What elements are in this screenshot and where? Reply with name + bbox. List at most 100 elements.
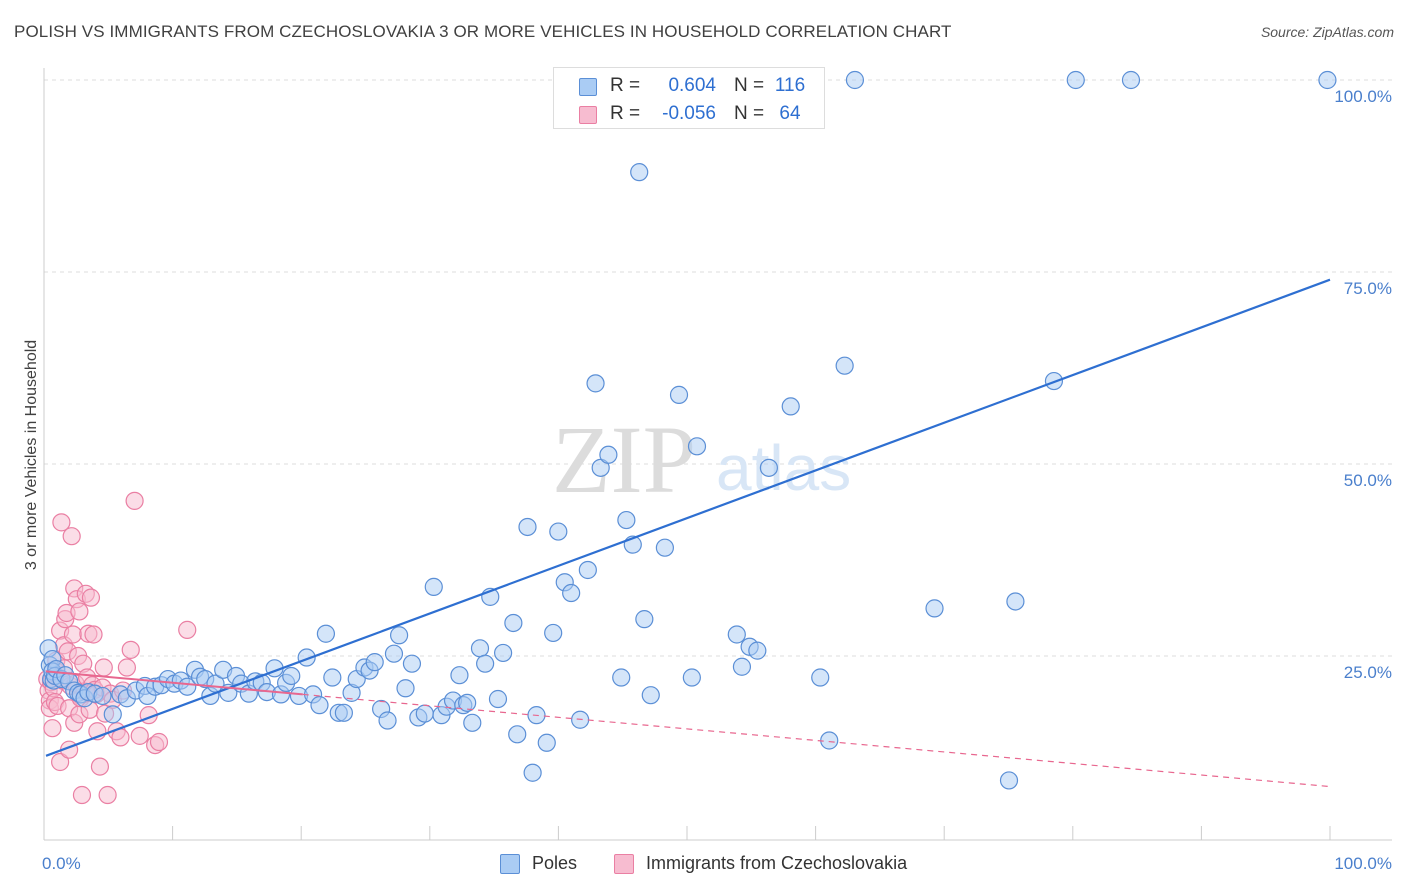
data-point-poles: [476, 654, 495, 673]
poles-legend-swatch: [500, 854, 520, 874]
data-point-poles: [424, 577, 443, 596]
stats-legend: R = 0.604 N = 116 R = -0.056 N = 64: [553, 67, 825, 129]
data-point-immigrants: [125, 491, 144, 510]
data-point-poles: [999, 771, 1019, 790]
data-point-immigrants: [63, 625, 83, 644]
chart-title: POLISH VS IMMIGRANTS FROM CZECHOSLOVAKIA…: [14, 22, 952, 41]
data-point-poles: [282, 666, 301, 686]
n-label: N =: [734, 75, 765, 96]
data-point-immigrants: [62, 527, 81, 546]
data-point-poles: [316, 624, 336, 643]
y-tick-label: 25.0%: [1344, 663, 1392, 682]
data-point-poles: [537, 733, 556, 752]
data-point-poles: [925, 599, 944, 618]
x-axis-tick-marks: [43, 826, 1331, 840]
data-point-poles: [845, 70, 865, 90]
data-point-poles: [334, 703, 353, 722]
poles-legend-label: Poles: [532, 853, 578, 873]
data-point-immigrants: [43, 719, 62, 738]
immigrants-swatch: [579, 106, 597, 124]
x-tick-label-min: 0.0%: [42, 854, 81, 873]
data-point-poles: [504, 613, 523, 633]
data-point-poles: [518, 517, 537, 537]
trend-lines: [45, 278, 1331, 788]
data-point-poles: [599, 445, 618, 464]
data-point-immigrants: [81, 588, 101, 607]
data-point-immigrants: [72, 785, 92, 805]
series-immigrants-czechoslovakia-points: [38, 491, 197, 805]
n-label: N =: [734, 103, 765, 124]
data-point-poles: [732, 657, 752, 676]
data-point-poles: [1121, 70, 1141, 90]
n-value-poles: 116: [774, 75, 806, 96]
data-point-poles: [323, 668, 342, 687]
data-point-poles: [578, 560, 597, 580]
y-tick-label: 75.0%: [1344, 279, 1392, 298]
data-point-immigrants: [149, 732, 169, 752]
trend-line-immigrants: [45, 670, 303, 696]
data-point-poles: [612, 668, 631, 687]
data-point-poles: [178, 677, 197, 696]
data-point-poles: [687, 437, 707, 456]
data-point-poles: [396, 679, 415, 698]
data-point-poles: [1066, 70, 1085, 90]
r-label: R =: [610, 75, 641, 96]
data-point-immigrants: [178, 620, 197, 639]
data-point-poles: [655, 538, 674, 557]
legend-row-poles: R = 0.604 N = 116: [554, 72, 824, 102]
data-point-poles: [1006, 592, 1025, 611]
data-point-poles: [544, 623, 563, 643]
data-point-poles: [635, 610, 654, 629]
data-point-poles: [458, 693, 477, 712]
trend-line-immigrants-extrapolated: [302, 693, 1331, 788]
data-point-poles: [470, 639, 490, 658]
data-point-immigrants: [51, 752, 70, 772]
poles-swatch: [579, 78, 597, 96]
data-point-poles: [494, 643, 513, 663]
r-value-poles: 0.604: [668, 75, 716, 96]
data-point-poles: [1318, 70, 1337, 90]
data-point-poles: [488, 689, 508, 709]
data-point-poles: [617, 510, 636, 530]
data-point-poles: [508, 725, 527, 744]
immigrants-legend-swatch: [614, 854, 634, 874]
data-point-poles: [630, 163, 649, 182]
immigrants-legend-label: Immigrants from Czechoslovakia: [646, 853, 908, 873]
watermark-zip: ZIP: [552, 406, 696, 513]
x-tick-label-max: 100.0%: [1334, 854, 1392, 873]
data-point-poles: [562, 583, 581, 603]
data-point-poles: [820, 731, 839, 750]
y-tick-label: 50.0%: [1344, 471, 1392, 490]
data-point-immigrants: [84, 625, 103, 644]
x-tick-labels: 0.0% 100.0%: [42, 854, 1392, 873]
data-point-poles: [748, 641, 767, 660]
r-value-immigrants: -0.056: [662, 103, 716, 124]
data-point-poles: [727, 625, 746, 644]
data-point-immigrants: [98, 785, 117, 805]
data-point-immigrants: [70, 602, 89, 621]
y-axis-label: 3 or more Vehicles in Household: [23, 340, 40, 570]
data-point-poles: [835, 356, 854, 375]
data-point-poles: [641, 686, 660, 705]
data-point-poles: [384, 644, 404, 663]
data-point-poles: [669, 385, 689, 404]
source-label: Source: ZipAtlas.com: [1260, 24, 1394, 40]
data-point-immigrants: [94, 658, 113, 677]
series-legend: Poles Immigrants from Czechoslovakia: [0, 852, 1406, 876]
data-point-immigrants: [121, 640, 140, 659]
data-point-immigrants: [90, 757, 110, 776]
gridlines: [44, 79, 1392, 657]
data-point-poles: [463, 713, 482, 732]
data-point-poles: [450, 666, 469, 685]
data-point-immigrants: [52, 513, 71, 532]
data-point-immigrants: [117, 658, 136, 677]
series-poles-points: [39, 70, 1337, 790]
data-point-poles: [523, 763, 542, 782]
r-label: R =: [610, 103, 641, 124]
data-point-poles: [310, 696, 329, 715]
data-point-poles: [415, 704, 434, 723]
data-point-poles: [586, 374, 605, 393]
data-point-poles: [759, 458, 778, 477]
data-point-poles: [103, 705, 122, 724]
